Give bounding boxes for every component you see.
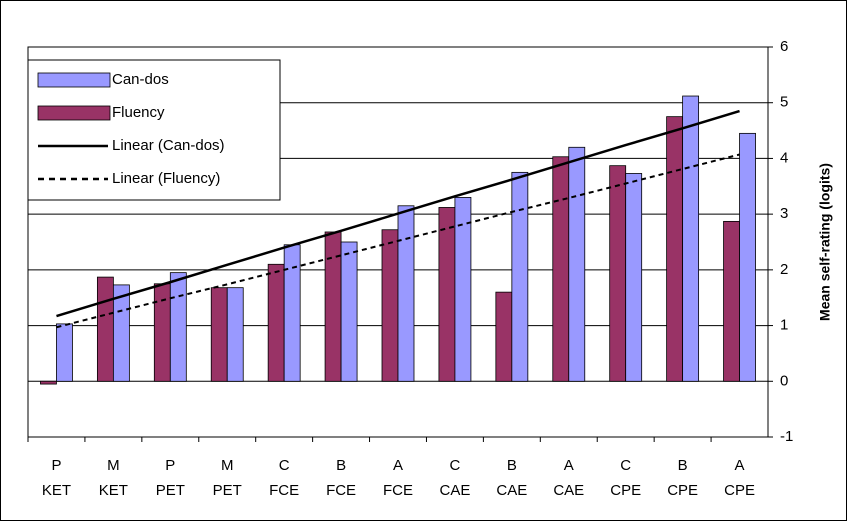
- bar: [381, 229, 399, 382]
- trend-line: [56, 153, 740, 329]
- bar: [739, 132, 756, 382]
- bar: [283, 244, 301, 382]
- x-tick-label: P: [165, 457, 175, 474]
- x-tick-label: CAE: [496, 482, 527, 499]
- x-tick-label: A: [564, 457, 574, 474]
- y-tick-label: 2: [780, 261, 788, 278]
- x-tick-label: C: [620, 457, 631, 474]
- y-tick-label: 5: [780, 94, 788, 111]
- y-tick-label: 6: [780, 38, 788, 55]
- x-tick-label: KET: [42, 482, 71, 499]
- bar: [625, 173, 643, 382]
- x-tick-label: CPE: [724, 482, 755, 499]
- bar: [666, 116, 684, 382]
- bar: [169, 272, 187, 382]
- y-tick-label: 0: [780, 372, 788, 389]
- bar: [454, 197, 472, 382]
- bar: [438, 207, 456, 382]
- x-tick-label: M: [107, 457, 120, 474]
- x-tick-label: P: [51, 457, 61, 474]
- legend-label: Linear (Can-dos): [112, 137, 225, 154]
- x-tick-label: B: [507, 457, 517, 474]
- bar: [56, 323, 73, 382]
- legend-label: Can-dos: [112, 71, 169, 88]
- x-tick-label: CAE: [440, 482, 471, 499]
- x-tick-label: FCE: [383, 482, 413, 499]
- bar: [397, 205, 415, 382]
- bar: [552, 156, 570, 382]
- bar: [226, 287, 244, 382]
- x-tick-label: C: [450, 457, 461, 474]
- bar: [723, 220, 740, 382]
- bar: [511, 171, 529, 382]
- y-tick-label: 1: [780, 317, 788, 334]
- legend-swatch: [37, 105, 111, 121]
- bar: [609, 165, 627, 382]
- x-tick-label: CPE: [667, 482, 698, 499]
- y-tick-label: 3: [780, 205, 788, 222]
- x-tick-label: A: [735, 457, 745, 474]
- bar: [324, 231, 342, 382]
- x-tick-label: FCE: [326, 482, 356, 499]
- x-tick-label: M: [221, 457, 234, 474]
- bar: [267, 263, 285, 382]
- bar: [340, 241, 358, 382]
- legend-label: Linear (Fluency): [112, 170, 220, 187]
- legend-swatch: [37, 72, 111, 88]
- y-tick-label: 4: [780, 149, 788, 166]
- trend-line: [56, 109, 740, 318]
- x-tick-label: CAE: [553, 482, 584, 499]
- x-tick-label: KET: [99, 482, 128, 499]
- x-tick-label: A: [393, 457, 403, 474]
- x-tick-label: FCE: [269, 482, 299, 499]
- bar: [210, 287, 228, 382]
- x-tick-label: PET: [156, 482, 185, 499]
- bar: [40, 380, 57, 385]
- x-tick-label: CPE: [610, 482, 641, 499]
- x-tick-label: B: [336, 457, 346, 474]
- y-tick-label: -1: [780, 428, 793, 445]
- legend-label: Fluency: [112, 104, 165, 121]
- y-axis-label: Mean self-rating (logits): [817, 163, 833, 321]
- bar: [96, 276, 114, 382]
- bar: [568, 146, 586, 382]
- bar: [112, 284, 130, 382]
- x-tick-label: PET: [213, 482, 242, 499]
- bar: [495, 291, 513, 382]
- bar: [153, 283, 171, 382]
- x-tick-label: B: [678, 457, 688, 474]
- bar: [682, 95, 700, 382]
- x-tick-label: C: [279, 457, 290, 474]
